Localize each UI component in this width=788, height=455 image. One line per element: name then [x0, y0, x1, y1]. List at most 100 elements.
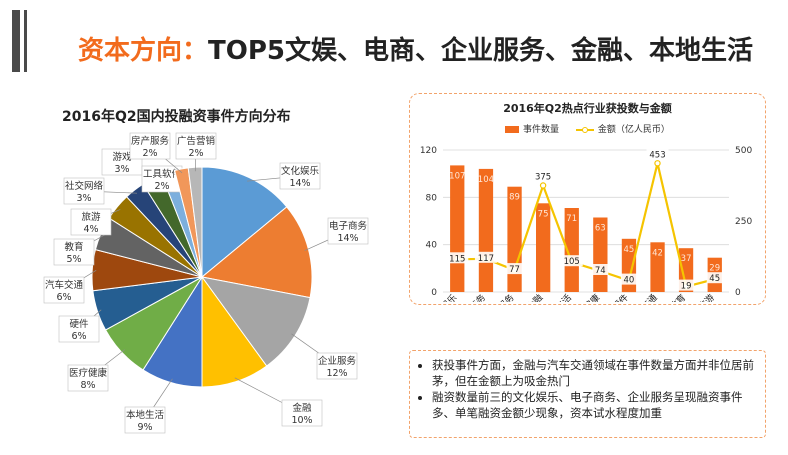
y-tick-left: 80 [426, 193, 438, 203]
bar-chart-title: 2016年Q2热点行业获投数与金额 [503, 102, 672, 115]
pie-label-name: 社交网络 [65, 180, 104, 192]
pie-label-name: 企业服务 [318, 355, 357, 367]
bar-value-label: 104 [478, 175, 494, 185]
note-item: 融资数量前三的文化娱乐、电子商务、企业服务呈现融资事件多、单笔融资金额少现象，资… [432, 389, 759, 421]
amount-label-bg [560, 255, 583, 267]
legend-item-count: 事件数量 [505, 125, 559, 135]
amount-label-bg [474, 251, 497, 263]
bar [536, 203, 551, 293]
pie-label-name: 文化娱乐 [281, 165, 320, 177]
pie-chart-title: 2016年Q2国内投融资事件方向分布 [62, 109, 291, 125]
pie-label: 教育5% [53, 238, 95, 266]
pie-label-name: 房产服务 [131, 135, 170, 147]
x-tick-label: 电子商务 [454, 292, 488, 302]
pie-label-value: 3% [76, 193, 91, 204]
pie-label-name: 工具软件 [143, 168, 182, 180]
page-title-main: TOP5文娱、电商、企业服务、金融、本地生活 [208, 36, 754, 66]
y-tick-right: 500 [735, 146, 752, 156]
bar [478, 168, 494, 292]
y-tick-right: 250 [735, 217, 752, 227]
pie-label-box [63, 177, 105, 205]
pie-label-value: 14% [337, 233, 358, 244]
page-title: 资本方向：TOP5文娱、电商、企业服务、金融、本地生活 [78, 30, 753, 67]
bar-value-label: 107 [449, 171, 465, 181]
legend-line-swatch [575, 126, 594, 133]
pie-label-box [281, 399, 323, 427]
bar-chart-panel [409, 93, 766, 305]
pie-label-value: 6% [56, 292, 71, 303]
bar [564, 208, 579, 292]
x-tick-label: 医疗健康 [568, 292, 602, 302]
title-accent-bar-thin [24, 10, 27, 72]
pie-label: 旅游4% [70, 208, 112, 236]
pie-label-value: 2% [154, 181, 169, 192]
legend-count-label: 事件数量 [523, 125, 560, 135]
amount-label: 115 [446, 252, 469, 264]
pie-label-value: 4% [83, 224, 98, 235]
pie-label-value: 8% [80, 380, 95, 391]
amount-label: 117 [474, 251, 497, 264]
bar-line-chart: 0 40 80 120 0 250 500 107 104 89 75 71 63 45 42 37 29 115… [420, 146, 753, 302]
pie-slice [201, 166, 288, 279]
amount-value-label: 375 [535, 173, 551, 183]
pie-label: 游戏3% [101, 148, 143, 176]
amount-label-bg [706, 272, 723, 284]
bar-value-label: 89 [509, 193, 520, 203]
pie-label-name: 硬件 [69, 318, 89, 330]
x-tick-label: 教育 [667, 292, 688, 302]
amount-value-label: 105 [564, 257, 580, 267]
amount-label-bg [646, 148, 669, 160]
x-tick-label: 企业服务 [483, 292, 517, 302]
amount-label-bg [446, 252, 469, 264]
note-item: 获投事件方面，金融与汽车交通领域在事件数量方面并非位居前茅，但在金额上为吸金热门 [432, 357, 759, 389]
amount-label-bg [620, 273, 637, 285]
y-tick-left: 0 [431, 288, 437, 298]
notes-list: 获投事件方面，金融与汽车交通领域在事件数量方面并非位居前茅，但在金额上为吸金热门… [410, 357, 759, 421]
amount-label: 77 [506, 263, 523, 275]
legend-item-amount: 金额（亿人民币） [575, 125, 670, 135]
pie-label-box [53, 238, 95, 266]
amount-value-label: 115 [449, 254, 465, 264]
legend-amount-label: 金额（亿人民币） [597, 125, 670, 135]
x-tick-label: 金融 [524, 292, 545, 302]
pie-label-name: 汽车交通 [45, 279, 84, 291]
x-tick-label: 硬件 [610, 292, 631, 302]
amount-point [539, 182, 547, 189]
amount-label-bg [678, 279, 695, 291]
pie-label-box [316, 352, 358, 380]
pie-label-value: 14% [289, 178, 310, 189]
x-tick-label: 汽车交通 [626, 292, 660, 302]
amount-point [654, 160, 661, 167]
amount-label-bg [532, 170, 555, 182]
pie-label-value: 12% [326, 368, 347, 379]
pie-label: 硬件6% [58, 315, 100, 343]
amount-label-bg [506, 263, 523, 275]
bar-value-label: 42 [652, 248, 663, 258]
amount-value-label: 40 [623, 276, 634, 286]
y-tick-left: 40 [426, 241, 438, 251]
x-tick-label: 本地生活 [540, 292, 574, 302]
pie-label-value: 2% [188, 148, 203, 159]
pie-label-box [58, 315, 100, 343]
pie-label-box [70, 208, 112, 236]
amount-label: 453 [646, 148, 669, 160]
amount-label: 74 [592, 264, 609, 276]
pie-label-value: 6% [71, 331, 86, 342]
bar-value-label: 45 [623, 245, 634, 255]
pie-label-name: 广告营销 [177, 135, 216, 147]
pie-label-box [175, 132, 217, 160]
bar-value-label: 29 [709, 264, 720, 274]
amount-label: 19 [678, 279, 695, 292]
pie-label-value: 3% [114, 164, 129, 175]
bar [450, 165, 465, 292]
pie-label-name: 教育 [64, 241, 83, 253]
pie-label-name: 医疗健康 [69, 367, 108, 379]
